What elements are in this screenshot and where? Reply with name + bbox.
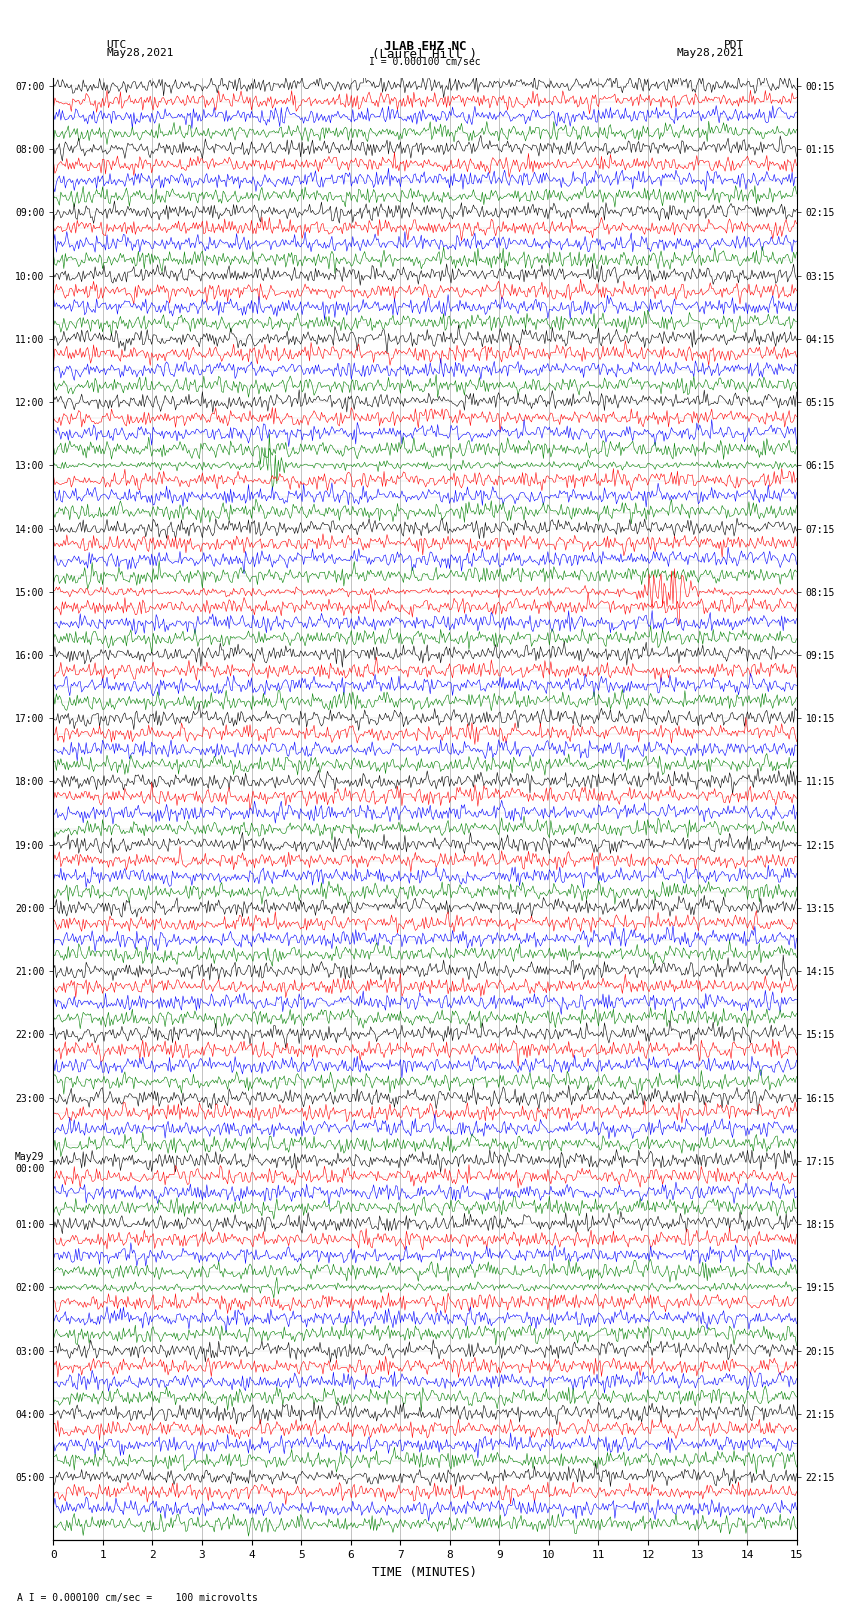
Text: PDT: PDT bbox=[723, 39, 744, 50]
Text: May28,2021: May28,2021 bbox=[677, 48, 744, 58]
Text: A I = 0.000100 cm/sec =    100 microvolts: A I = 0.000100 cm/sec = 100 microvolts bbox=[17, 1594, 258, 1603]
Text: UTC: UTC bbox=[106, 39, 127, 50]
Text: (Laurel Hill ): (Laurel Hill ) bbox=[372, 48, 478, 61]
Text: May28,2021: May28,2021 bbox=[106, 48, 173, 58]
Text: JLAB EHZ NC: JLAB EHZ NC bbox=[383, 39, 467, 53]
Text: I = 0.000100 cm/sec: I = 0.000100 cm/sec bbox=[369, 58, 481, 68]
X-axis label: TIME (MINUTES): TIME (MINUTES) bbox=[372, 1566, 478, 1579]
